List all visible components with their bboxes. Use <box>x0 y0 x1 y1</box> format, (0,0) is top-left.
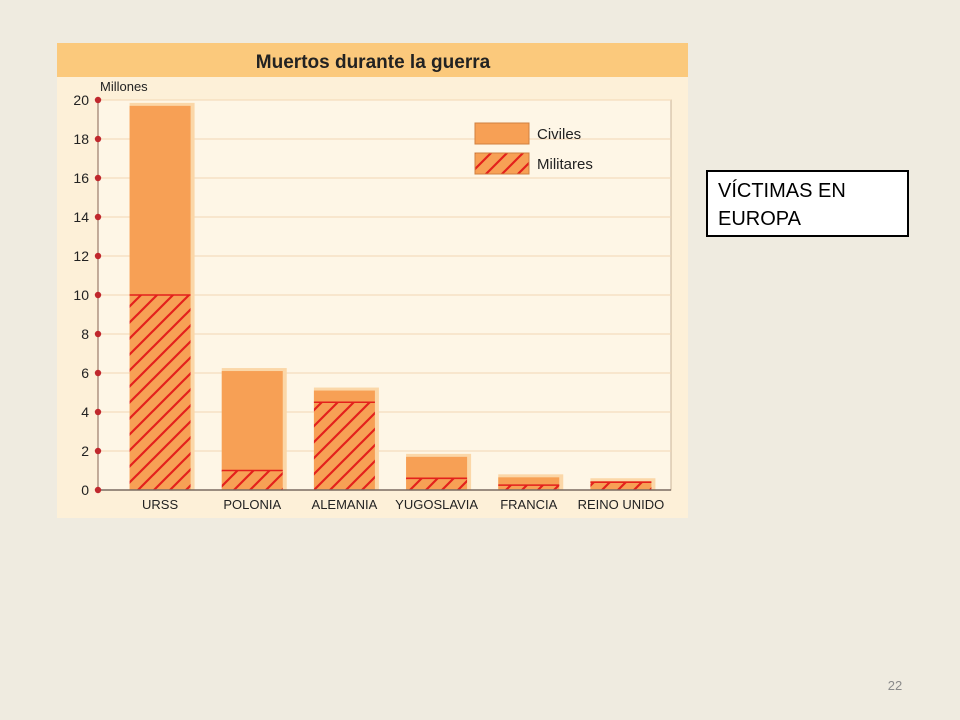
y-tick-label: 8 <box>81 326 89 342</box>
caption-text: VÍCTIMAS EN EUROPA <box>718 180 846 230</box>
y-tick-label: 2 <box>81 443 89 459</box>
x-axis-labels: URSS POLONIA ALEMANIA YUGOSLAVIA FRANCIA REIN… <box>142 497 664 512</box>
x-tick-label: ALEMANIA <box>312 497 378 512</box>
bar-civiles <box>406 456 468 479</box>
x-tick-label: REINO UNIDO <box>578 497 665 512</box>
y-tick-label: 18 <box>73 131 89 147</box>
y-tick-dot <box>94 447 102 455</box>
y-tick-label: 14 <box>73 209 89 225</box>
y-axis: 0 2 4 6 8 10 12 14 16 18 20 <box>73 92 671 498</box>
chart-title: Muertos durante la guerra <box>256 52 491 73</box>
y-tick-dot <box>94 408 102 416</box>
legend: Civiles Militares <box>474 122 593 175</box>
legend-label-militares: Militares <box>537 156 593 173</box>
y-tick-dot <box>94 369 102 377</box>
bar-civiles <box>221 371 283 471</box>
x-tick-label: YUGOSLAVIA <box>395 497 478 512</box>
slide-number: 22 <box>887 678 903 693</box>
y-tick-dot <box>94 174 102 182</box>
x-tick-label: FRANCIA <box>500 497 557 512</box>
bar-civiles <box>498 477 560 486</box>
y-tick-dot <box>94 330 102 338</box>
legend-label-civiles: Civiles <box>537 126 581 143</box>
y-tick-dot <box>94 291 102 299</box>
x-tick-label: URSS <box>142 497 178 512</box>
y-tick-label: 0 <box>81 482 89 498</box>
y-axis-label: Millones <box>100 79 148 94</box>
caption-box: VÍCTIMAS EN EUROPA <box>706 170 909 237</box>
bar-militares <box>313 402 375 490</box>
y-tick-label: 16 <box>73 170 89 186</box>
y-tick-label: 12 <box>73 248 89 264</box>
bar-militares <box>221 470 283 490</box>
y-tick-dot <box>94 252 102 260</box>
y-tick-dot <box>94 213 102 221</box>
bar-civiles <box>129 105 191 295</box>
bar-militares <box>129 295 191 490</box>
bar-civiles <box>313 390 375 403</box>
y-tick-label: 4 <box>81 404 89 420</box>
y-tick-dot <box>94 486 102 494</box>
title-band <box>57 43 688 77</box>
y-tick-label: 20 <box>73 92 89 108</box>
bar-militares <box>406 478 468 490</box>
y-tick-dot <box>94 96 102 104</box>
legend-swatch-civiles <box>474 122 530 145</box>
chart-panel: Muertos durante la guerra Millones 0 2 4 6 8… <box>57 43 688 518</box>
bars <box>129 102 656 490</box>
y-tick-label: 10 <box>73 287 89 303</box>
y-tick-label: 6 <box>81 365 89 381</box>
bar-chart: Muertos durante la guerra Millones 0 2 4 6 8… <box>57 43 688 512</box>
bar-militares <box>590 482 652 490</box>
bar-militares <box>498 485 560 490</box>
legend-swatch-militares <box>474 152 530 175</box>
x-tick-label: POLONIA <box>223 497 281 512</box>
y-tick-dot <box>94 135 102 143</box>
